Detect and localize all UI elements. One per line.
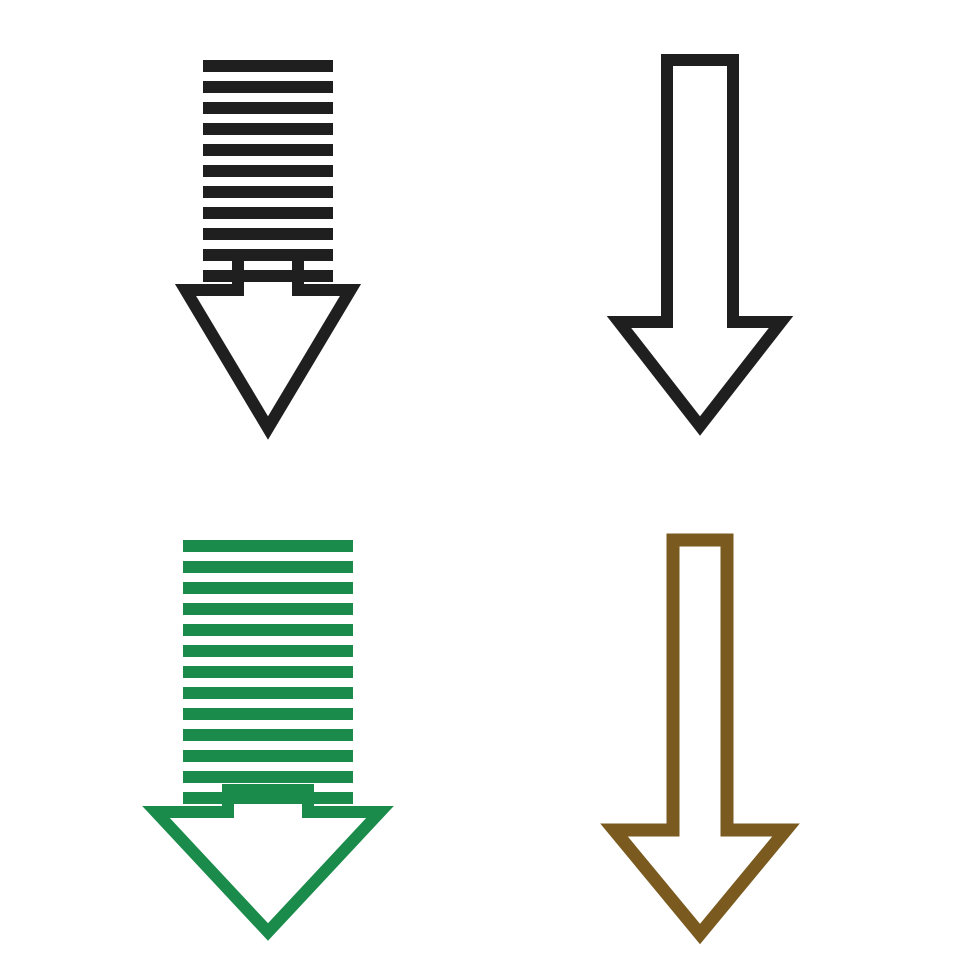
arrow-down-outline-black-icon [600,60,800,430]
arrow-down-striped-black-icon [168,60,368,430]
icon-grid [0,0,980,980]
arrow-down-outline-brown-icon [600,540,800,935]
arrow-down-striped-green-icon [138,540,398,935]
